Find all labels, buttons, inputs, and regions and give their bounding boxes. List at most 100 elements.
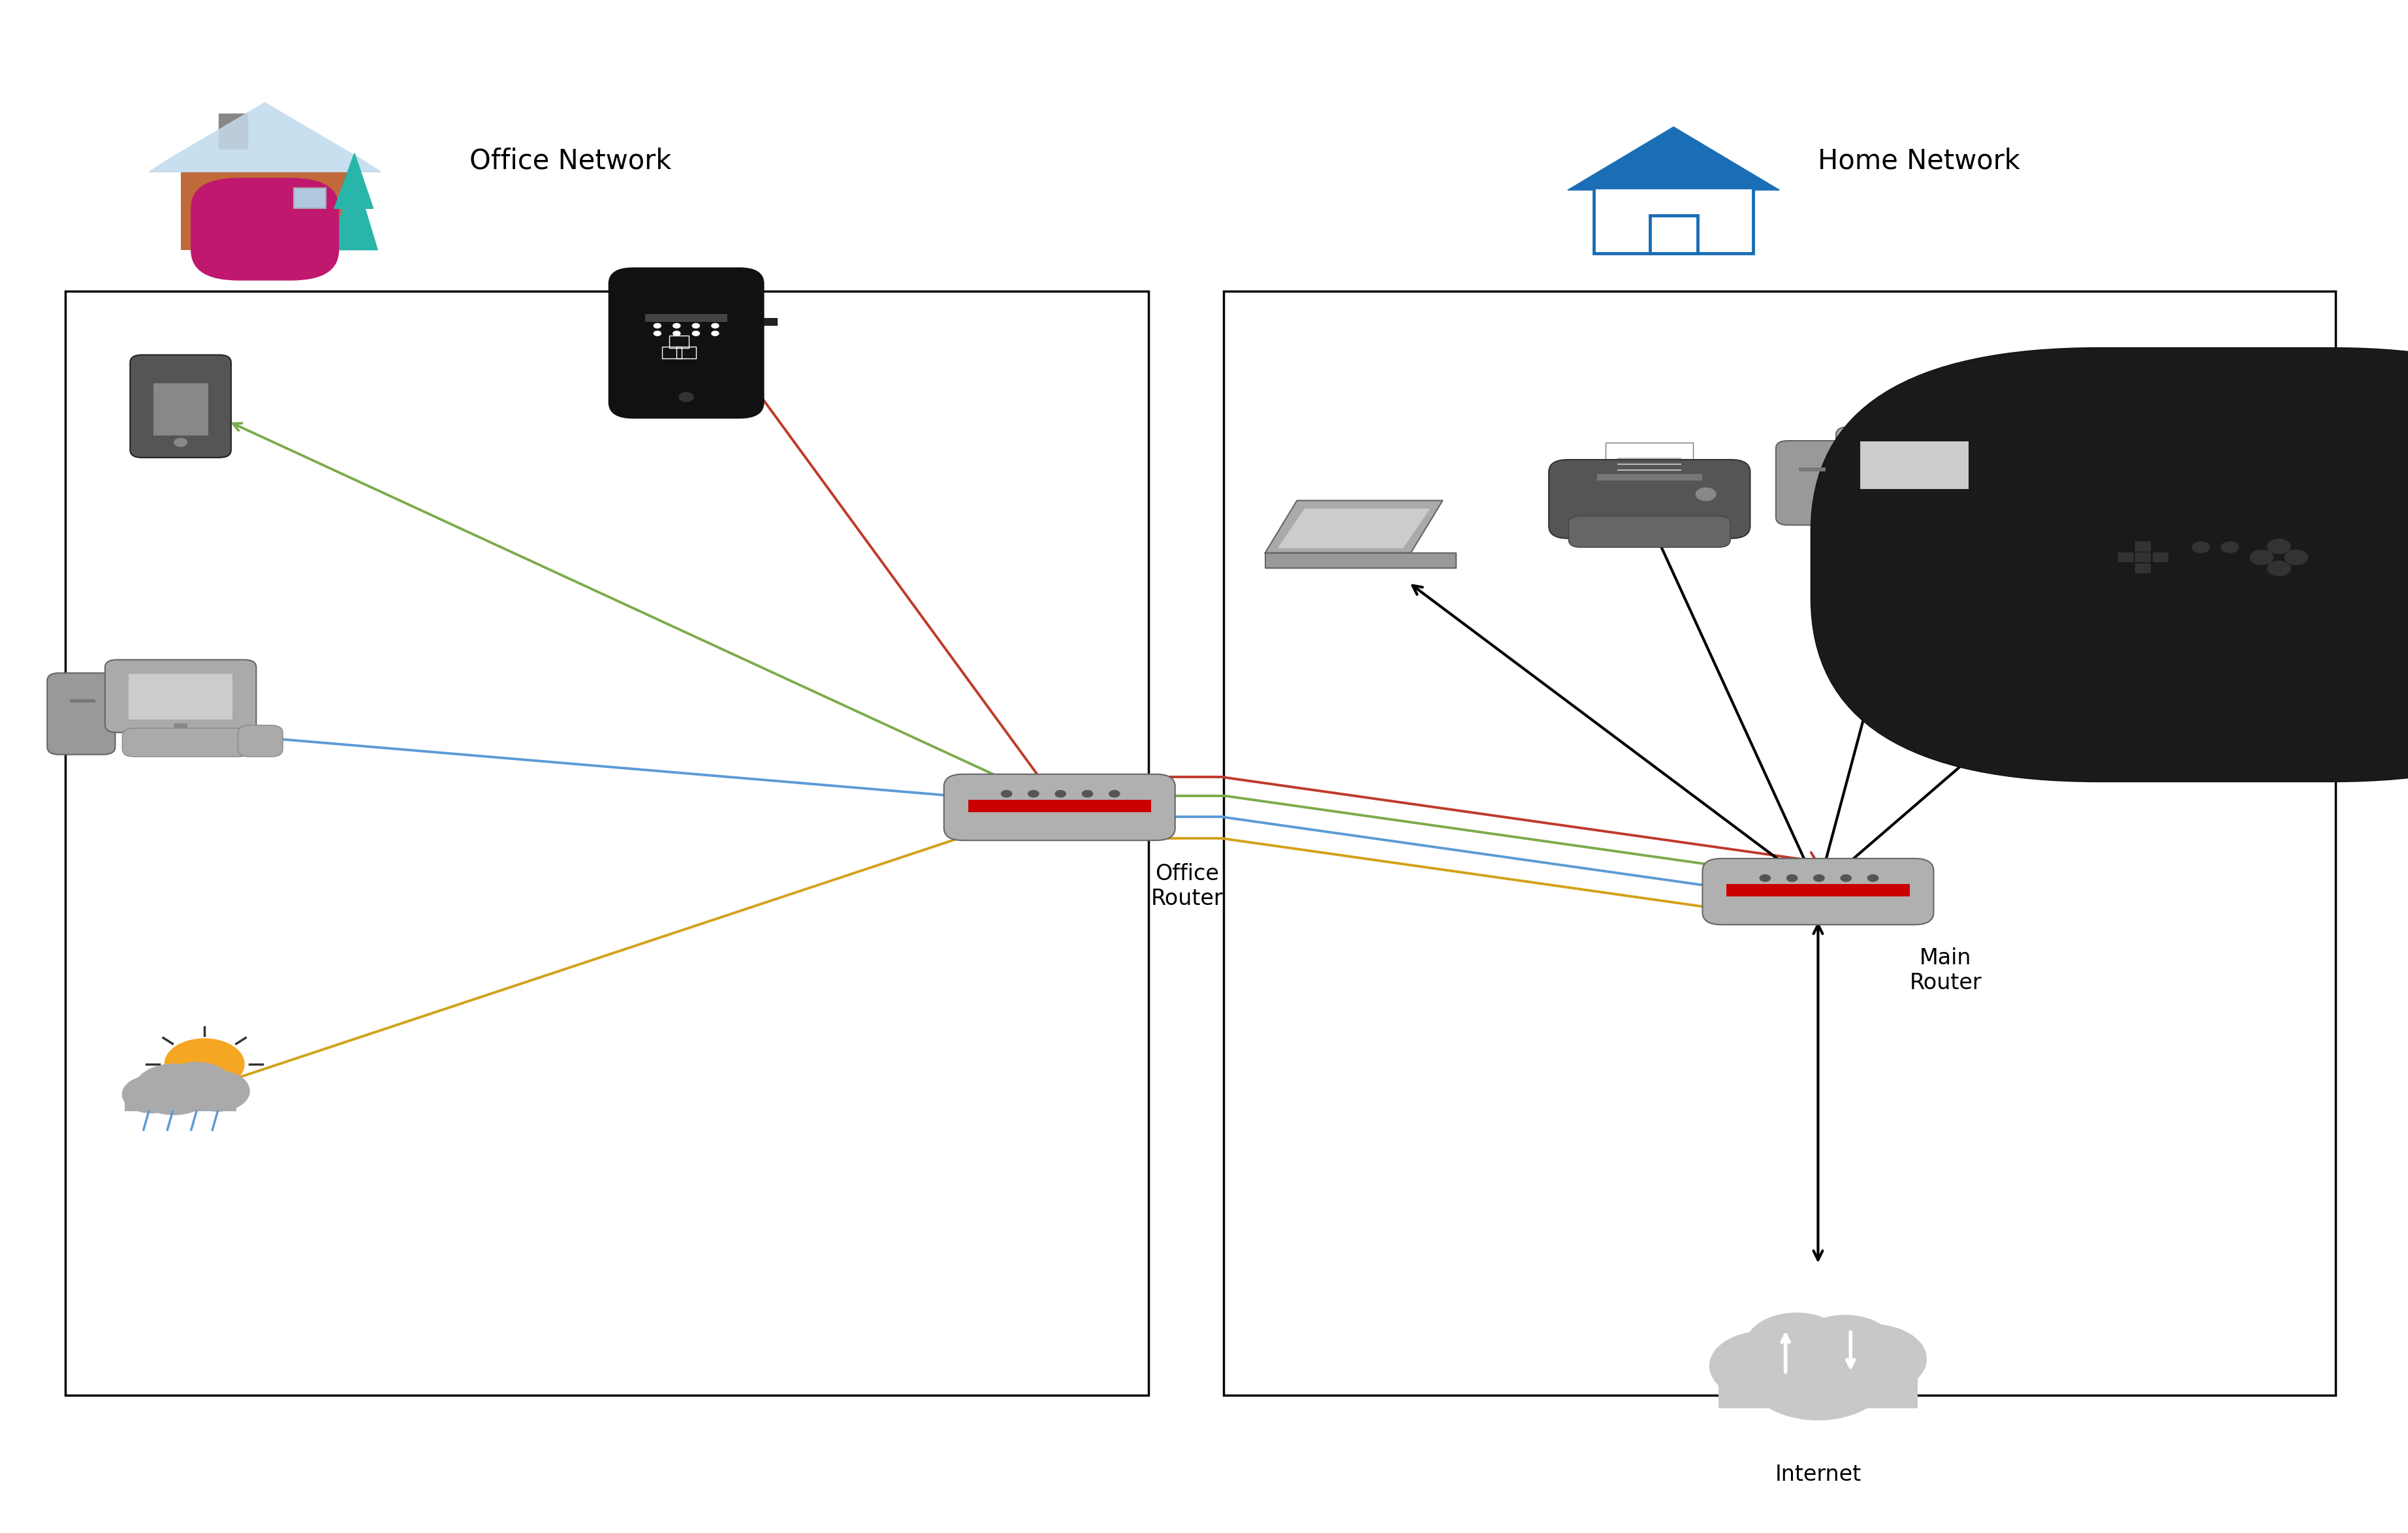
Circle shape (694, 323, 698, 328)
Circle shape (1869, 875, 1878, 881)
Circle shape (185, 1070, 250, 1111)
Circle shape (2220, 541, 2239, 553)
Bar (1223, 291, 2336, 1395)
Bar (655, 345, 718, 385)
Bar (70, 699, 94, 702)
Bar (739, 319, 778, 327)
Circle shape (1746, 1312, 1847, 1378)
Bar (1881, 501, 1948, 507)
FancyBboxPatch shape (106, 659, 255, 733)
Bar (2153, 552, 2170, 563)
Circle shape (1028, 791, 1038, 797)
Bar (125, 1088, 236, 1111)
Circle shape (123, 1076, 181, 1113)
Circle shape (2249, 550, 2273, 564)
FancyBboxPatch shape (1548, 460, 1751, 538)
FancyBboxPatch shape (944, 774, 1175, 840)
FancyBboxPatch shape (190, 178, 340, 281)
Circle shape (1787, 875, 1796, 881)
Text: Office
Router: Office Router (1151, 863, 1223, 909)
Bar (1907, 494, 1922, 503)
FancyBboxPatch shape (1854, 498, 1987, 527)
Bar (2119, 552, 2133, 563)
Circle shape (135, 1064, 214, 1114)
Circle shape (653, 331, 660, 336)
FancyBboxPatch shape (1702, 858, 1934, 924)
Circle shape (1055, 791, 1067, 797)
Circle shape (1818, 1325, 1926, 1393)
Bar (2136, 541, 2150, 552)
Circle shape (159, 1062, 234, 1110)
Circle shape (672, 331, 679, 336)
FancyBboxPatch shape (2020, 414, 2408, 762)
Bar (294, 189, 325, 208)
Circle shape (694, 331, 698, 336)
Circle shape (1840, 875, 1852, 881)
Circle shape (1813, 875, 1825, 881)
Circle shape (1794, 1315, 1895, 1380)
FancyBboxPatch shape (1568, 517, 1731, 547)
Bar (669, 336, 689, 348)
Text: Office Network: Office Network (470, 147, 672, 175)
Bar (149, 731, 212, 737)
Bar (1649, 216, 1698, 253)
FancyBboxPatch shape (1975, 495, 2020, 527)
FancyBboxPatch shape (1859, 414, 2408, 762)
Circle shape (1081, 791, 1093, 797)
Bar (968, 788, 1161, 832)
Bar (1594, 187, 1753, 253)
Bar (2136, 552, 2150, 563)
Bar (1727, 872, 1919, 917)
FancyBboxPatch shape (130, 356, 231, 458)
Bar (2136, 564, 2150, 573)
Circle shape (1710, 1331, 1818, 1401)
Bar (128, 675, 234, 719)
FancyBboxPatch shape (123, 728, 250, 757)
Bar (181, 167, 349, 250)
Circle shape (1746, 1328, 1890, 1420)
Circle shape (672, 323, 679, 328)
Circle shape (1002, 791, 1011, 797)
Bar (1719, 1372, 1917, 1409)
FancyBboxPatch shape (238, 725, 282, 757)
Circle shape (173, 438, 188, 446)
FancyBboxPatch shape (1837, 428, 1994, 503)
Bar (677, 346, 696, 359)
Polygon shape (1264, 501, 1442, 553)
Polygon shape (149, 117, 380, 172)
Text: Main
Router: Main Router (1910, 947, 1982, 993)
Bar (1727, 885, 1910, 897)
FancyBboxPatch shape (48, 673, 116, 754)
Circle shape (2268, 561, 2290, 576)
Bar (645, 314, 727, 322)
Circle shape (679, 392, 694, 402)
Circle shape (2285, 550, 2307, 564)
Bar (173, 724, 188, 733)
Circle shape (713, 331, 718, 336)
Polygon shape (1568, 127, 1780, 190)
Circle shape (2191, 541, 2211, 553)
Bar (1597, 474, 1702, 481)
Bar (219, 113, 248, 149)
Bar (1859, 442, 1970, 489)
Polygon shape (1279, 509, 1430, 547)
FancyBboxPatch shape (1777, 442, 1847, 524)
Circle shape (1110, 791, 1120, 797)
Bar (662, 346, 681, 359)
Bar (739, 320, 756, 368)
Text: Internet: Internet (1775, 1464, 1861, 1485)
Circle shape (1695, 487, 1717, 501)
Bar (968, 800, 1151, 812)
Polygon shape (1264, 553, 1457, 569)
Text: Home Network: Home Network (1818, 147, 2020, 175)
Circle shape (1760, 875, 1770, 881)
Polygon shape (330, 173, 378, 250)
Bar (1606, 443, 1693, 475)
Bar (1799, 468, 1825, 472)
Polygon shape (335, 153, 373, 208)
Bar (645, 317, 727, 389)
FancyBboxPatch shape (609, 268, 763, 419)
Polygon shape (149, 103, 380, 172)
Polygon shape (149, 103, 380, 172)
Circle shape (713, 323, 718, 328)
